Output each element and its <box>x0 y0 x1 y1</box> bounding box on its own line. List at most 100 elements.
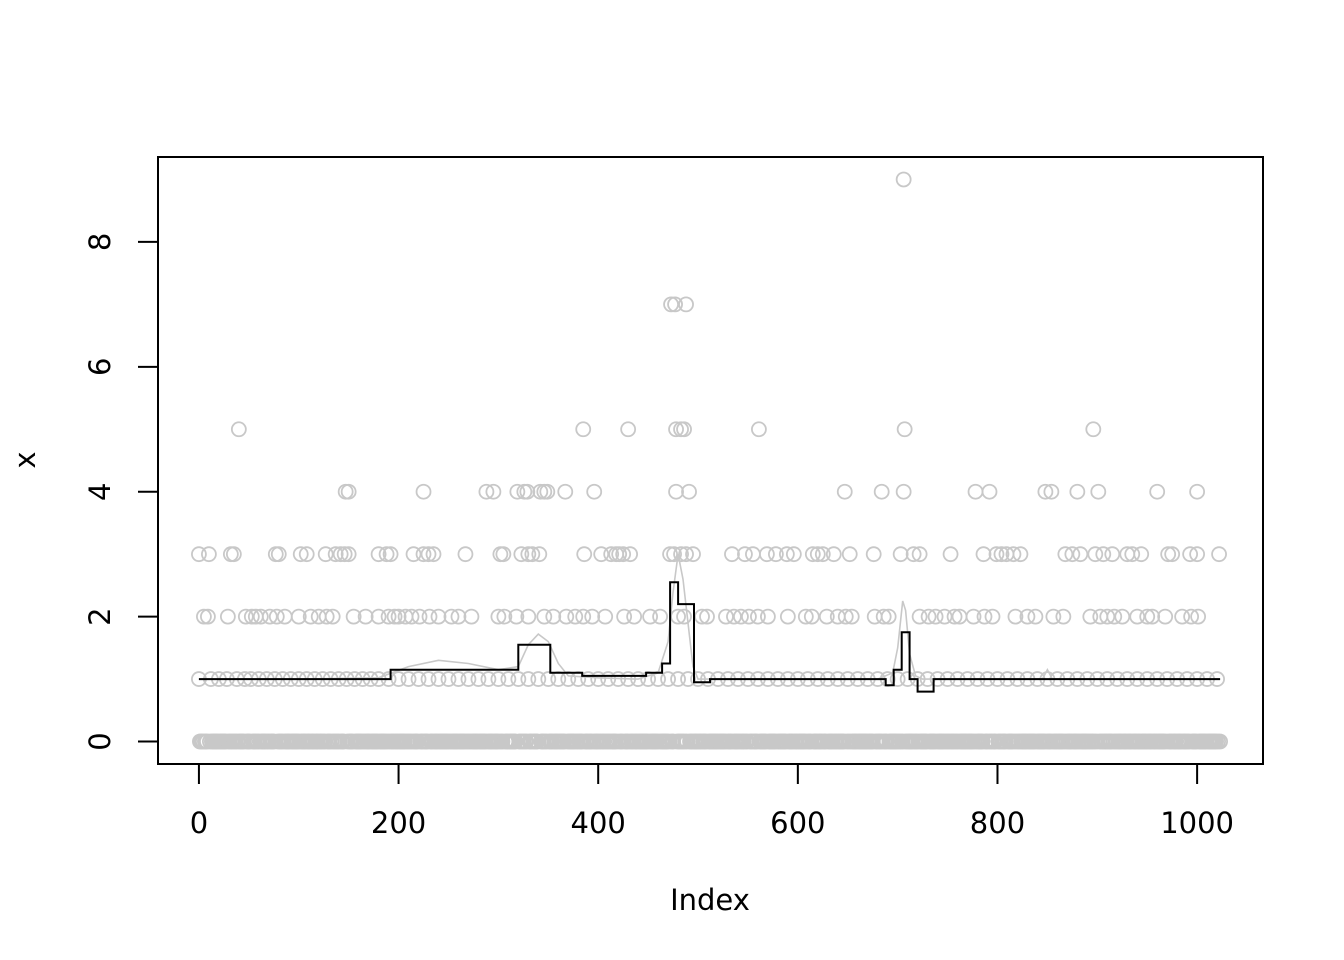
y-axis: 0 2 4 6 8 <box>83 233 159 751</box>
data-point <box>485 483 502 500</box>
data-point <box>751 421 767 438</box>
data-point <box>663 296 679 313</box>
data-point <box>1164 546 1181 563</box>
data-point <box>920 608 937 625</box>
data-point <box>967 483 984 500</box>
data-point <box>586 483 603 500</box>
data-point <box>975 546 992 563</box>
data-point <box>200 608 216 625</box>
data-point <box>597 608 614 625</box>
data-point <box>1114 608 1131 625</box>
data-point <box>201 546 217 563</box>
data-point <box>718 608 734 625</box>
data-point <box>1005 546 1022 563</box>
data-point <box>1149 483 1166 500</box>
x-tick-label: 0 <box>190 806 208 840</box>
data-point <box>403 608 420 625</box>
y-tick-label: 2 <box>83 607 117 625</box>
data-point <box>536 608 553 625</box>
data-point <box>510 671 527 687</box>
data-point <box>809 546 826 563</box>
data-point <box>450 608 467 625</box>
data-point <box>666 546 682 563</box>
x-axis: 0 200 400 600 800 1000 <box>190 763 1234 840</box>
data-point <box>905 546 922 563</box>
data-point <box>843 608 860 625</box>
data-point <box>490 671 507 687</box>
data-point <box>196 608 212 625</box>
x-tick-label: 200 <box>371 806 426 840</box>
data-point <box>425 546 442 563</box>
data-point <box>470 671 487 687</box>
data-point <box>290 608 307 625</box>
data-point <box>662 546 678 563</box>
data-point <box>490 608 507 625</box>
data-point <box>478 483 495 500</box>
data-point <box>421 608 438 625</box>
data-point <box>1133 546 1150 563</box>
data-point <box>681 483 697 500</box>
data-point <box>699 608 715 625</box>
data-point <box>1087 546 1104 563</box>
data-point <box>825 546 842 563</box>
data-point <box>509 483 526 500</box>
data-point <box>667 296 683 313</box>
data-point <box>480 671 497 687</box>
data-point <box>797 608 814 625</box>
data-point <box>1139 608 1156 625</box>
data-point <box>865 546 882 563</box>
data-point <box>1045 608 1062 625</box>
data-point <box>520 671 537 687</box>
data-point <box>668 483 684 500</box>
data-point <box>685 546 701 563</box>
data-point <box>988 546 1005 563</box>
data-point <box>1183 608 1200 625</box>
data-point <box>357 608 374 625</box>
data-point <box>726 608 742 625</box>
data-point <box>576 546 593 563</box>
data-point <box>225 546 242 563</box>
data-point <box>345 608 362 625</box>
data-point <box>1027 608 1044 625</box>
data-point <box>1189 546 1206 563</box>
data-point <box>520 608 537 625</box>
data-point <box>804 546 821 563</box>
data-point <box>873 483 890 500</box>
data-point <box>1099 608 1116 625</box>
data-points <box>191 171 1228 750</box>
data-point <box>670 671 686 687</box>
data-point <box>539 483 556 500</box>
data-point <box>622 546 639 563</box>
data-point <box>230 421 247 438</box>
data-point <box>616 608 633 625</box>
data-point <box>965 608 982 625</box>
data-point <box>814 546 831 563</box>
data-point <box>818 608 835 625</box>
data-point <box>520 546 537 563</box>
data-point <box>340 546 357 563</box>
data-point <box>615 546 632 563</box>
data-point <box>1055 608 1072 625</box>
step-fit-line <box>198 581 1221 693</box>
y-tick-label: 8 <box>83 233 117 251</box>
data-point <box>678 546 694 563</box>
x-tick-label: 800 <box>970 806 1025 840</box>
data-point <box>450 671 467 687</box>
data-point <box>603 546 620 563</box>
data-point <box>382 546 399 563</box>
data-point <box>430 608 447 625</box>
y-axis-label: x <box>8 451 42 468</box>
data-point <box>678 296 694 313</box>
data-point <box>420 671 437 687</box>
data-point <box>694 608 710 625</box>
data-point <box>785 546 802 563</box>
y-tick-label: 0 <box>83 732 117 750</box>
data-point <box>767 546 784 563</box>
data-point <box>243 608 260 625</box>
data-point <box>496 608 513 625</box>
data-point <box>532 483 549 500</box>
data-point <box>400 671 417 687</box>
data-point <box>1043 483 1060 500</box>
data-point <box>508 608 525 625</box>
